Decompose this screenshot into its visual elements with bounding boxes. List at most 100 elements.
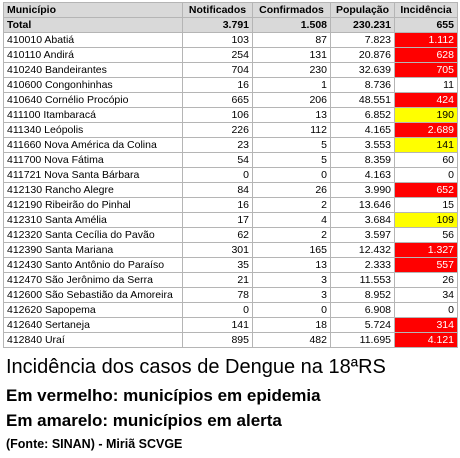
- confirmados-cell: 3: [252, 287, 331, 303]
- caption-title: Incidência dos casos de Dengue na 18ªRS: [6, 356, 386, 378]
- municipio-cell: 412600 São Sebastião da Amoreira: [3, 287, 183, 303]
- notificados-cell: 62: [182, 227, 253, 243]
- municipio-cell: 412840 Uraí: [3, 332, 183, 348]
- total-incidencia: 655: [394, 17, 458, 33]
- confirmados-cell: 5: [252, 137, 331, 153]
- header-populacao: População: [330, 2, 395, 18]
- header-notificados: Notificados: [182, 2, 253, 18]
- populacao-cell: 4.165: [330, 122, 395, 138]
- caption-red-note: Em vermelho: municípios em epidemia: [6, 386, 321, 405]
- table-row: 411100 Itambaracá 106 13 6.852 190: [3, 107, 458, 123]
- confirmados-cell: 0: [252, 302, 331, 318]
- incidencia-cell: 1.112: [394, 32, 458, 48]
- notificados-cell: 106: [182, 107, 253, 123]
- notificados-cell: 23: [182, 137, 253, 153]
- incidencia-cell: 4.121: [394, 332, 458, 348]
- header-incidencia: Incidência: [394, 2, 458, 18]
- table-row: 410010 Abatiá 103 87 7.823 1.112: [3, 32, 458, 48]
- table-row: 412310 Santa Amélia 17 4 3.684 109: [3, 212, 458, 228]
- populacao-cell: 3.553: [330, 137, 395, 153]
- notificados-cell: 226: [182, 122, 253, 138]
- confirmados-cell: 131: [252, 47, 331, 63]
- municipio-cell: 412640 Sertaneja: [3, 317, 183, 333]
- total-notificados: 3.791: [182, 17, 253, 33]
- municipio-cell: 412130 Rancho Alegre: [3, 182, 183, 198]
- populacao-cell: 20.876: [330, 47, 395, 63]
- populacao-cell: 11.553: [330, 272, 395, 288]
- incidencia-cell: 34: [394, 287, 458, 303]
- confirmados-cell: 26: [252, 182, 331, 198]
- incidencia-cell: 56: [394, 227, 458, 243]
- populacao-cell: 2.333: [330, 257, 395, 273]
- municipio-cell: 411700 Nova Fátima: [3, 152, 183, 168]
- caption-source: (Fonte: SINAN) - Miriã SCVGE: [6, 437, 183, 451]
- incidencia-cell: 652: [394, 182, 458, 198]
- table-row: 410240 Bandeirantes 704 230 32.639 705: [3, 62, 458, 78]
- incidencia-cell: 0: [394, 167, 458, 183]
- notificados-cell: 17: [182, 212, 253, 228]
- table-row: 412320 Santa Cecília do Pavão 62 2 3.597 56: [3, 227, 458, 243]
- municipio-cell: 410010 Abatiá: [3, 32, 183, 48]
- table-row: 412640 Sertaneja 141 18 5.724 314: [3, 317, 458, 333]
- notificados-cell: 78: [182, 287, 253, 303]
- populacao-cell: 8.952: [330, 287, 395, 303]
- populacao-cell: 11.695: [330, 332, 395, 348]
- table-row: 411660 Nova América da Colina 23 5 3.553 141: [3, 137, 458, 153]
- notificados-cell: 16: [182, 77, 253, 93]
- municipio-cell: 410240 Bandeirantes: [3, 62, 183, 78]
- table-row: 410110 Andirá 254 131 20.876 628: [3, 47, 458, 63]
- municipio-cell: 411660 Nova América da Colina: [3, 137, 183, 153]
- total-label: Total: [3, 17, 183, 33]
- populacao-cell: 13.646: [330, 197, 395, 213]
- confirmados-cell: 18: [252, 317, 331, 333]
- notificados-cell: 895: [182, 332, 253, 348]
- municipio-cell: 412470 São Jerônimo da Serra: [3, 272, 183, 288]
- municipio-cell: 412320 Santa Cecília do Pavão: [3, 227, 183, 243]
- total-row: Total 3.791 1.508 230.231 655: [3, 17, 458, 33]
- incidencia-cell: 60: [394, 152, 458, 168]
- populacao-cell: 6.852: [330, 107, 395, 123]
- incidencia-cell: 141: [394, 137, 458, 153]
- confirmados-cell: 1: [252, 77, 331, 93]
- confirmados-cell: 3: [252, 272, 331, 288]
- incidencia-cell: 557: [394, 257, 458, 273]
- notificados-cell: 16: [182, 197, 253, 213]
- municipio-cell: 410640 Cornélio Procópio: [3, 92, 183, 108]
- populacao-cell: 4.163: [330, 167, 395, 183]
- municipio-cell: 412310 Santa Amélia: [3, 212, 183, 228]
- incidencia-cell: 11: [394, 77, 458, 93]
- header-confirmados: Confirmados: [252, 2, 331, 18]
- table-row: 412840 Uraí 895 482 11.695 4.121: [3, 332, 458, 348]
- confirmados-cell: 482: [252, 332, 331, 348]
- total-confirmados: 1.508: [252, 17, 331, 33]
- notificados-cell: 54: [182, 152, 253, 168]
- populacao-cell: 3.684: [330, 212, 395, 228]
- incidencia-cell: 2.689: [394, 122, 458, 138]
- notificados-cell: 35: [182, 257, 253, 273]
- notificados-cell: 704: [182, 62, 253, 78]
- table-row: 412390 Santa Mariana 301 165 12.432 1.327: [3, 242, 458, 258]
- populacao-cell: 3.990: [330, 182, 395, 198]
- confirmados-cell: 13: [252, 107, 331, 123]
- table-header-row: Município Notificados Confirmados Popula…: [3, 2, 458, 18]
- incidencia-cell: 0: [394, 302, 458, 318]
- total-populacao: 230.231: [330, 17, 395, 33]
- confirmados-cell: 230: [252, 62, 331, 78]
- table-row: 411700 Nova Fátima 54 5 8.359 60: [3, 152, 458, 168]
- populacao-cell: 12.432: [330, 242, 395, 258]
- confirmados-cell: 13: [252, 257, 331, 273]
- notificados-cell: 301: [182, 242, 253, 258]
- confirmados-cell: 87: [252, 32, 331, 48]
- notificados-cell: 254: [182, 47, 253, 63]
- municipio-cell: 412620 Sapopema: [3, 302, 183, 318]
- incidencia-cell: 1.327: [394, 242, 458, 258]
- table-row: 412190 Ribeirão do Pinhal 16 2 13.646 15: [3, 197, 458, 213]
- notificados-cell: 665: [182, 92, 253, 108]
- incidencia-cell: 26: [394, 272, 458, 288]
- populacao-cell: 48.551: [330, 92, 395, 108]
- notificados-cell: 21: [182, 272, 253, 288]
- confirmados-cell: 112: [252, 122, 331, 138]
- incidencia-cell: 190: [394, 107, 458, 123]
- municipio-cell: 412390 Santa Mariana: [3, 242, 183, 258]
- header-municipio: Município: [3, 2, 183, 18]
